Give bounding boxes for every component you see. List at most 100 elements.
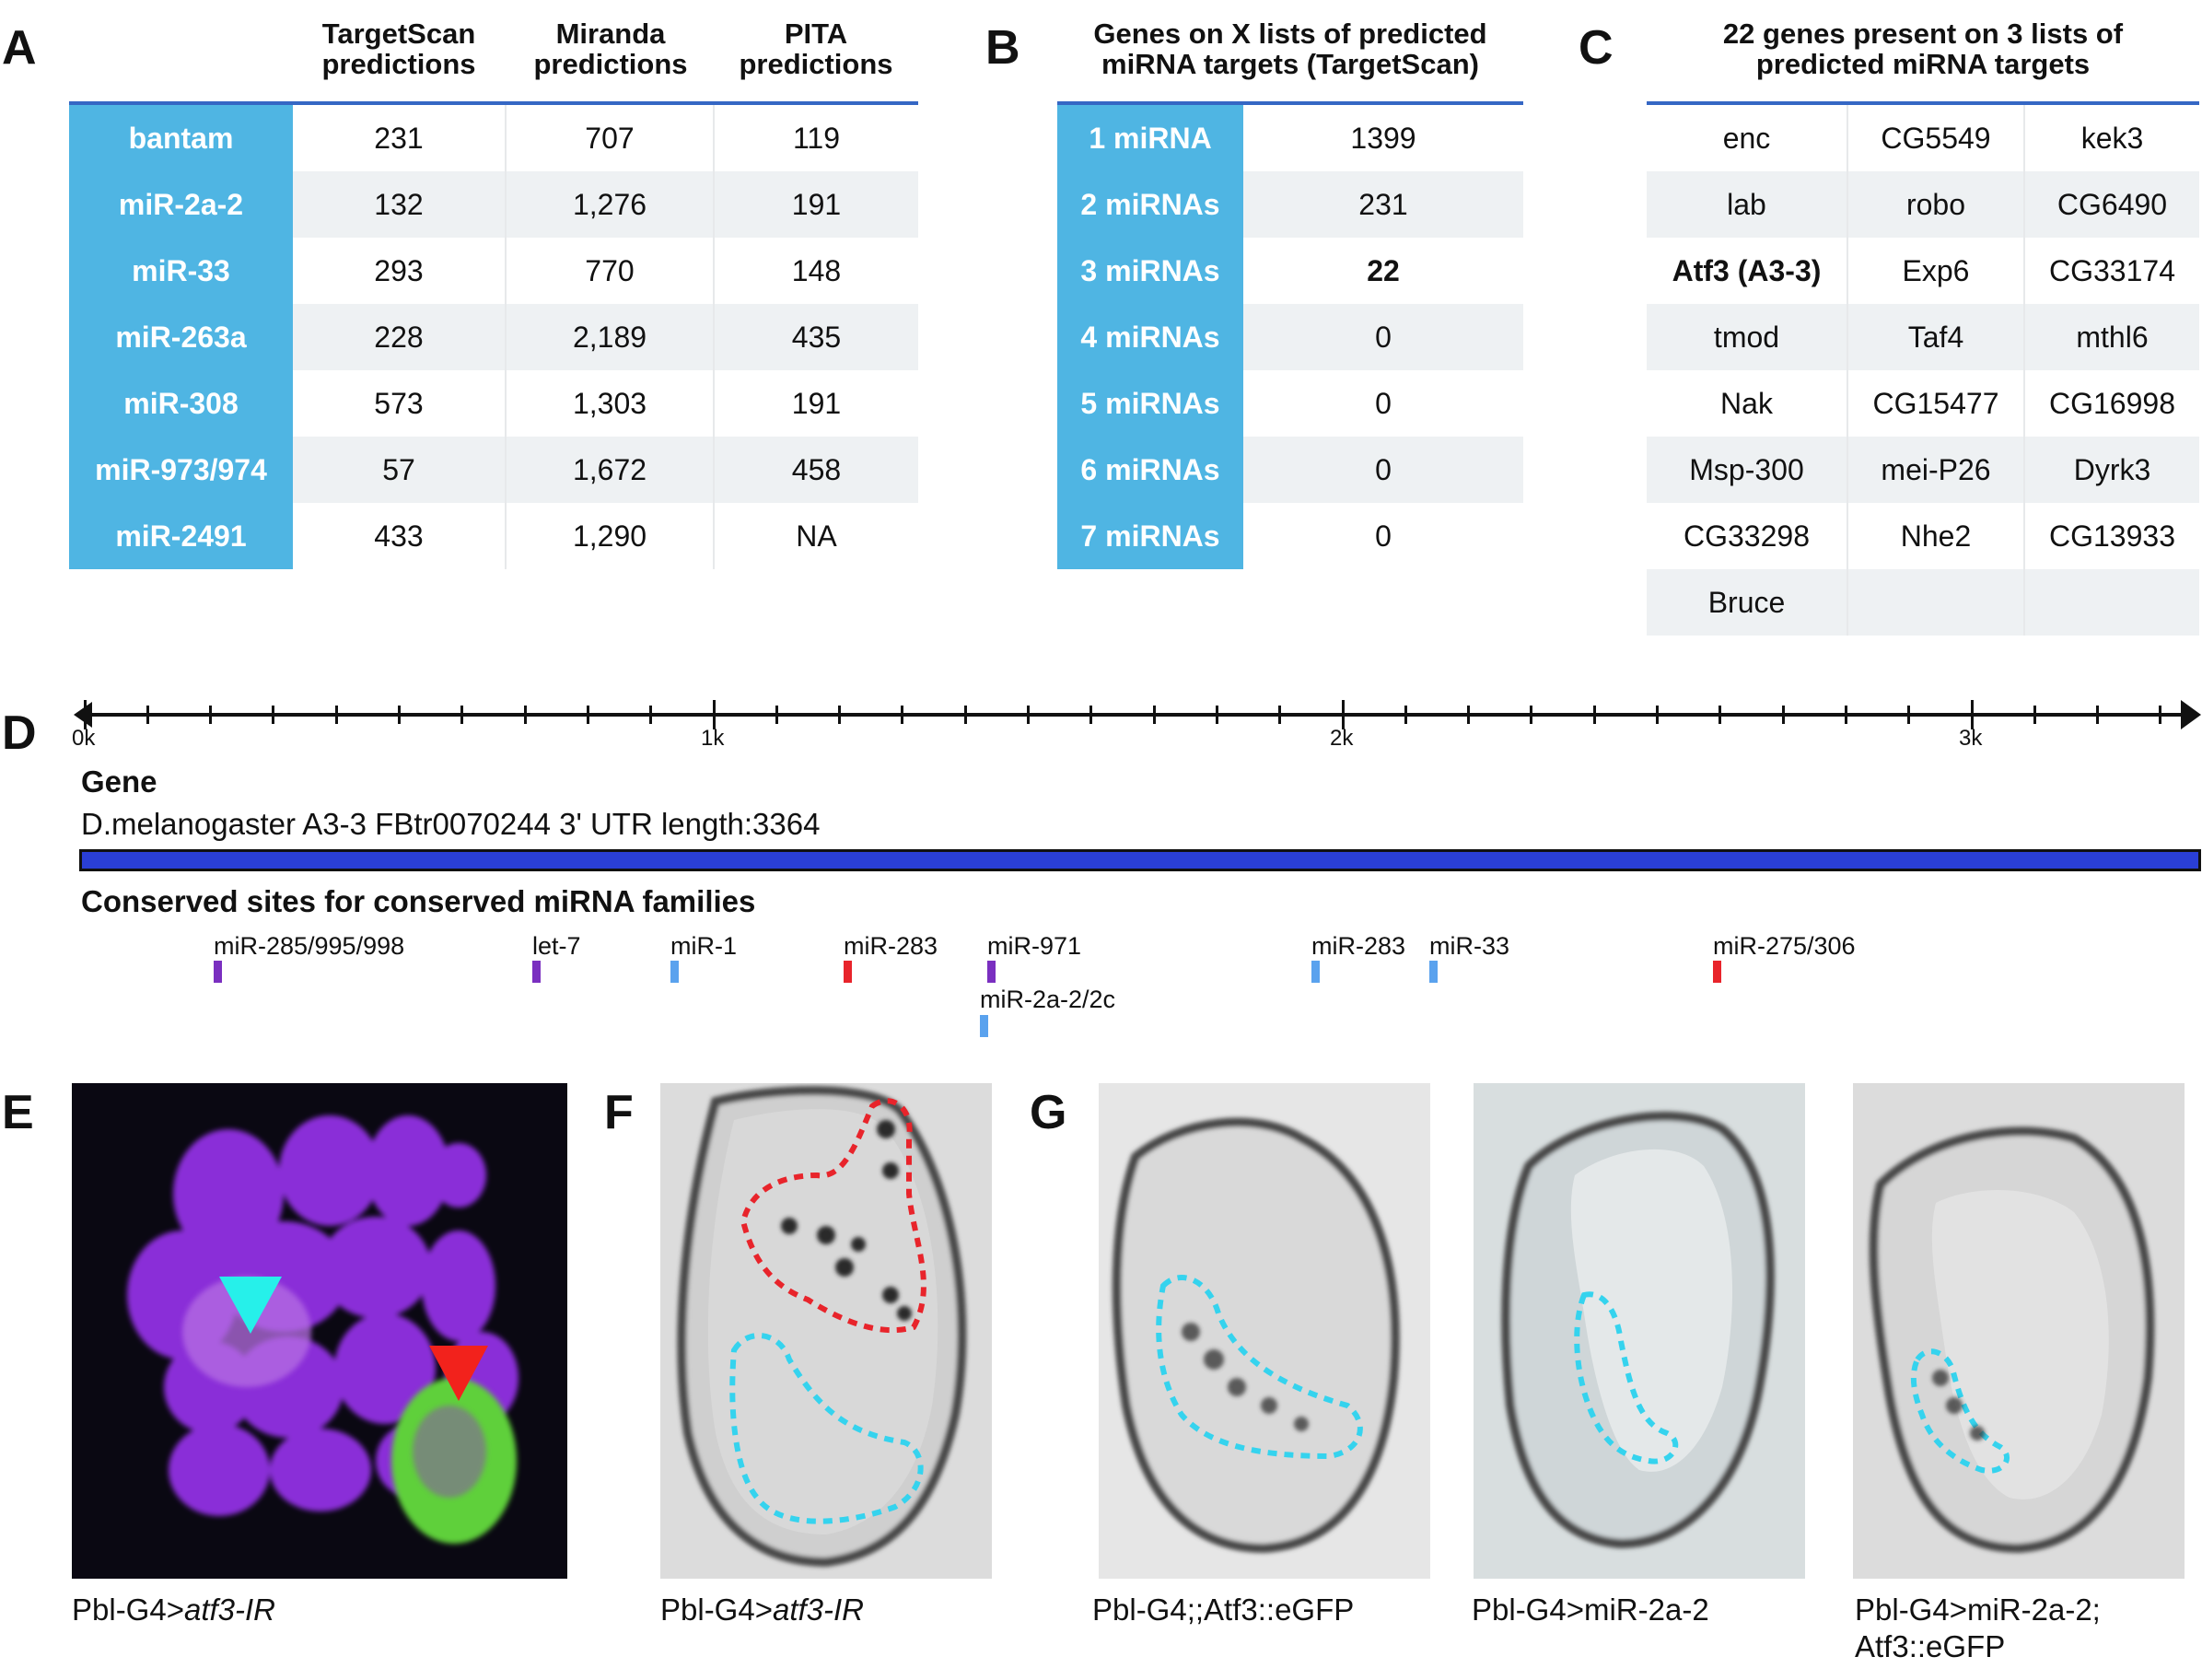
panel-letter-g: G bbox=[1030, 1086, 1067, 1139]
sites-heading: Conserved sites for conserved miRNA fami… bbox=[81, 884, 756, 918]
micrograph-f-image bbox=[677, 1086, 967, 1568]
axis-label: 1k bbox=[701, 726, 725, 751]
axis-minor-tick bbox=[1781, 706, 1785, 724]
micrograph-g1 bbox=[1099, 1083, 1430, 1579]
tableB-row: 3 miRNAs 22 bbox=[1057, 238, 1523, 304]
site-label-miR-33: miR-33 bbox=[1429, 932, 1510, 960]
axis-minor-tick bbox=[1718, 706, 1722, 724]
tableB-value-cell: 0 bbox=[1375, 519, 1392, 553]
axis-minor-tick bbox=[1907, 706, 1911, 724]
tableC-header-rule bbox=[1647, 101, 2199, 105]
tableB-label-cell: 1 miRNA bbox=[1057, 105, 1243, 171]
tableC-gene-cell: tmod bbox=[1647, 304, 1847, 370]
tableA-targetscan-cell: 57 bbox=[293, 437, 506, 503]
tableC-gene-cell: Bruce bbox=[1647, 569, 1847, 636]
tableA-targetscan-cell: 228 bbox=[293, 304, 506, 370]
axis-minor-tick bbox=[775, 706, 778, 724]
tableA-row: miR-308 573 1,303 191 bbox=[69, 370, 918, 437]
tableC-row: Nak CG15477 CG16998 bbox=[1647, 370, 2199, 437]
axis-line bbox=[85, 713, 2185, 717]
tableB-value-cell: 1399 bbox=[1350, 121, 1416, 155]
axis-minor-tick bbox=[272, 706, 275, 724]
site-mark-miR-283-a bbox=[844, 961, 852, 983]
tableA-miranda-cell: 2,189 bbox=[505, 304, 714, 370]
tableB-row: 2 miRNAs 231 bbox=[1057, 171, 1523, 238]
axis-major-tick bbox=[712, 700, 716, 729]
tableA-pita-cell: NA bbox=[713, 503, 918, 569]
site-mark-let-7 bbox=[532, 961, 541, 983]
tableC-row: Atf3 (A3-3) Exp6 CG33174 bbox=[1647, 238, 2199, 304]
axis-major-tick bbox=[83, 700, 87, 729]
red-arrowhead-icon bbox=[429, 1346, 488, 1401]
tableC-gene-cell: CG16998 bbox=[2023, 370, 2199, 437]
tableC-gene-cell: CG15477 bbox=[1847, 370, 2024, 437]
tableB-value-cell: 231 bbox=[1243, 171, 1523, 238]
axis-minor-tick bbox=[2033, 706, 2036, 724]
axis-minor-tick bbox=[1467, 706, 1471, 724]
scale-axis: 0k 1k 2k 3k bbox=[0, 0, 2202, 751]
tableB-value-cell: 0 bbox=[1375, 386, 1392, 420]
axis-minor-tick bbox=[1215, 706, 1218, 724]
tableC-gene-cell: CG6490 bbox=[2023, 171, 2199, 238]
panel-letter-a: A bbox=[2, 21, 37, 75]
tableC-gene-cell: kek3 bbox=[2023, 105, 2199, 171]
micrograph-g2-image bbox=[1501, 1111, 1775, 1549]
tableC-gene-cell bbox=[1847, 569, 2024, 636]
site-label-let-7: let-7 bbox=[532, 932, 581, 960]
axis-minor-tick bbox=[901, 706, 904, 724]
axis-minor-tick bbox=[586, 706, 589, 724]
tableB-title: Genes on X lists of predicted miRNA targ… bbox=[1093, 18, 1487, 81]
tableA-row: miR-263a 228 2,189 435 bbox=[69, 304, 918, 370]
axis-minor-tick bbox=[146, 706, 149, 724]
tableB-label-cell: 3 miRNAs bbox=[1057, 238, 1243, 304]
tableC-gene-cell: Nak bbox=[1720, 386, 1773, 420]
tableC-gene-cell: Taf4 bbox=[1847, 304, 2024, 370]
tableA-pita-cell: 148 bbox=[713, 238, 918, 304]
axis-minor-tick bbox=[2096, 706, 2100, 724]
tableB-row: 1 miRNA 1399 bbox=[1057, 105, 1523, 171]
axis-minor-tick bbox=[1530, 706, 1533, 724]
tableA-targetscan-cell: 293 bbox=[374, 253, 424, 287]
axis-minor-tick bbox=[1844, 706, 1847, 724]
caption-f: Pbl-G4>atf3-IR bbox=[660, 1592, 865, 1627]
tableC-row: enc CG5549 kek3 bbox=[1647, 105, 2199, 171]
tableA-pita-cell: 119 bbox=[713, 105, 918, 171]
tableB-label-cell: 5 miRNAs bbox=[1057, 370, 1243, 437]
tableC-gene-cell: Exp6 bbox=[1847, 238, 2024, 304]
tableA-header-miranda: Miranda predictions bbox=[533, 18, 688, 81]
tableC-row: lab robo CG6490 bbox=[1647, 171, 2199, 238]
tableA-miranda-cell: 1,672 bbox=[505, 437, 714, 503]
panel-letter-f: F bbox=[604, 1086, 634, 1139]
tableB: 1 miRNA 1399 2 miRNAs 231 3 miRNAs 22 4 miRNAs… bbox=[1057, 105, 1523, 569]
tableA-miranda-cell: 1,290 bbox=[505, 503, 714, 569]
panel-letter-b: B bbox=[985, 21, 1020, 75]
tableB-row: 7 miRNAs 0 bbox=[1057, 503, 1523, 569]
site-label-miR-2a-2: miR-2a-2/2c bbox=[980, 986, 1116, 1013]
tableA-miranda-cell: 1,276 bbox=[505, 171, 714, 238]
axis-minor-tick bbox=[649, 706, 653, 724]
caption-g3: Pbl-G4>miR-2a-2; Atf3::eGFP bbox=[1855, 1592, 2101, 1663]
axis-minor-tick bbox=[963, 706, 967, 724]
tableA-miranda-cell: 1,303 bbox=[505, 370, 714, 437]
cyan-arrowhead-icon bbox=[219, 1277, 282, 1334]
tableC-gene-cell: Dyrk3 bbox=[2023, 437, 2199, 503]
site-mark-miR-283-b bbox=[1311, 961, 1320, 983]
axis-minor-tick bbox=[1278, 706, 1282, 724]
site-mark-miR-1 bbox=[670, 961, 679, 983]
tableA-miranda-cell: 707 bbox=[505, 105, 714, 171]
axis-major-tick bbox=[1970, 700, 1974, 729]
axis-right-arrow-icon bbox=[2181, 700, 2201, 729]
site-label-miR-1: miR-1 bbox=[670, 932, 737, 960]
micrograph-g3-image bbox=[1869, 1126, 2155, 1554]
tableA-row: miR-33 293 770 148 bbox=[69, 238, 918, 304]
tableA-mirna-cell: miR-308 bbox=[69, 370, 293, 437]
tableC-row: Bruce bbox=[1647, 569, 2199, 636]
micrograph-g2 bbox=[1474, 1083, 1805, 1579]
axis-label: 3k bbox=[1959, 726, 1983, 751]
tableB-label-cell: 7 miRNAs bbox=[1057, 503, 1243, 569]
tableA-mirna-cell: miR-2a-2 bbox=[69, 171, 293, 238]
axis-minor-tick bbox=[1152, 706, 1156, 724]
tableA: bantam 231 707 119 miR-2a-2 132 1,276 191 miR-33… bbox=[69, 105, 918, 569]
axis-minor-tick bbox=[334, 706, 338, 724]
tableA-row: miR-2a-2 132 1,276 191 bbox=[69, 171, 918, 238]
